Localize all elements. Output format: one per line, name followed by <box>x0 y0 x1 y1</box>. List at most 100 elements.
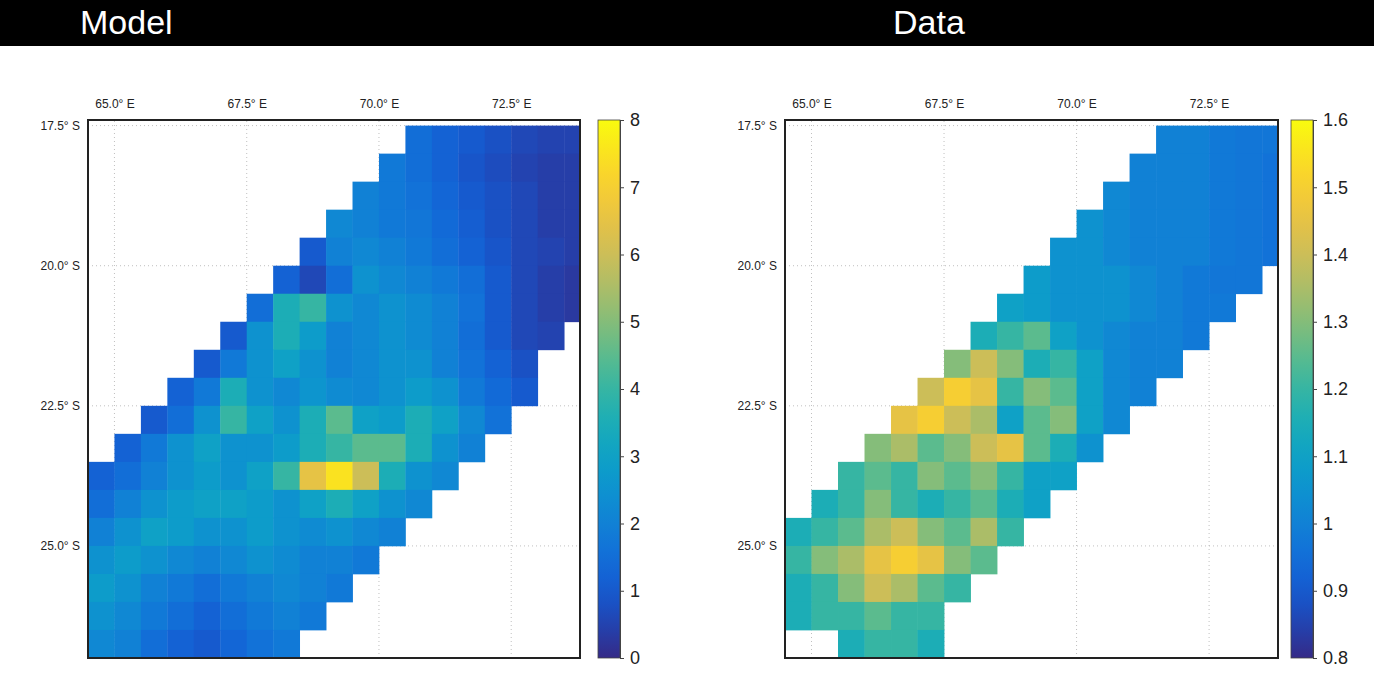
tick-label: 20.0° S <box>41 259 81 273</box>
cell <box>167 378 194 406</box>
cell <box>1156 126 1183 154</box>
cell <box>458 126 485 154</box>
cell <box>220 518 247 546</box>
cell <box>220 574 247 602</box>
cell <box>273 350 300 378</box>
tick: 20.0° S <box>41 259 89 273</box>
cell <box>326 210 353 238</box>
cell <box>891 546 918 574</box>
panel: Model65.0° E67.5° E70.0° E72.5° E17.5° S… <box>41 3 641 668</box>
tick-label: 70.0° E <box>1057 97 1097 111</box>
cell <box>538 294 565 322</box>
axis-line <box>88 121 89 659</box>
tick: 1 <box>620 581 640 601</box>
cell <box>1156 210 1183 238</box>
y-axis: 17.5° S20.0° S22.5° S25.0° S <box>738 119 786 659</box>
cell <box>300 462 327 490</box>
cell <box>432 406 459 434</box>
cell <box>300 518 327 546</box>
tick-mark <box>620 322 624 323</box>
cell <box>1024 350 1051 378</box>
cell <box>379 182 406 210</box>
cell <box>88 462 115 490</box>
cell <box>1077 322 1104 350</box>
cell <box>918 378 945 406</box>
axis-line <box>786 120 1279 121</box>
tick: 67.5° E <box>227 97 266 120</box>
cell <box>458 322 485 350</box>
cell <box>1156 238 1183 266</box>
cell <box>971 518 998 546</box>
cell <box>538 126 565 154</box>
cell <box>379 518 406 546</box>
cell <box>1236 154 1263 182</box>
tick: 8 <box>620 110 640 130</box>
cell <box>538 266 565 294</box>
cell <box>891 434 918 462</box>
tick-mark <box>1313 255 1317 256</box>
cell <box>1262 238 1278 266</box>
tick-label: 65.0° E <box>95 97 135 111</box>
cell <box>247 322 274 350</box>
tick-label: 1.5 <box>1323 178 1348 198</box>
cell <box>247 574 274 602</box>
cell <box>326 574 353 602</box>
cell <box>891 490 918 518</box>
tick-mark <box>620 120 624 121</box>
tick-mark <box>1313 120 1317 121</box>
cell <box>538 182 565 210</box>
tick: 4 <box>620 379 640 399</box>
cell <box>405 434 432 462</box>
grid <box>785 120 1278 658</box>
cell <box>300 350 327 378</box>
cell <box>865 574 892 602</box>
cell <box>511 266 538 294</box>
tick-mark <box>620 255 624 256</box>
cell <box>353 210 380 238</box>
cell <box>114 434 141 462</box>
cell <box>273 490 300 518</box>
tick: 70.0° E <box>1057 97 1097 120</box>
cell <box>865 462 892 490</box>
cell <box>379 210 406 238</box>
cell <box>432 182 459 210</box>
cell <box>1130 238 1157 266</box>
tick-label: 67.5° E <box>227 97 266 111</box>
cell <box>485 126 512 154</box>
cell <box>1024 462 1051 490</box>
cell <box>220 322 247 350</box>
cell <box>167 406 194 434</box>
y-axis: 17.5° S20.0° S22.5° S25.0° S <box>41 119 89 659</box>
cell <box>194 462 221 490</box>
cell <box>1103 350 1130 378</box>
tick-mark <box>1313 524 1317 525</box>
tick: 70.0° E <box>360 97 400 120</box>
cell <box>353 462 380 490</box>
cell <box>1130 294 1157 322</box>
cell <box>300 294 327 322</box>
cell <box>379 406 406 434</box>
cell <box>405 406 432 434</box>
cell <box>353 238 380 266</box>
cell <box>273 434 300 462</box>
cell <box>141 546 168 574</box>
cell <box>88 518 115 546</box>
map-frame <box>785 120 1278 658</box>
cell <box>247 350 274 378</box>
cell <box>944 378 971 406</box>
tick: 1.1 <box>1313 447 1348 467</box>
cell <box>812 574 839 602</box>
cell <box>891 406 918 434</box>
cell <box>1209 238 1236 266</box>
tick-label: 17.5° S <box>41 119 81 133</box>
tick-mark <box>620 389 624 390</box>
colorbar <box>1291 120 1313 658</box>
tick: 65.0° E <box>792 97 832 120</box>
colorbar <box>598 120 620 658</box>
cell <box>273 546 300 574</box>
tick-label: 65.0° E <box>792 97 832 111</box>
cell <box>1183 182 1210 210</box>
cell <box>405 182 432 210</box>
cell <box>865 630 892 658</box>
cell <box>971 490 998 518</box>
